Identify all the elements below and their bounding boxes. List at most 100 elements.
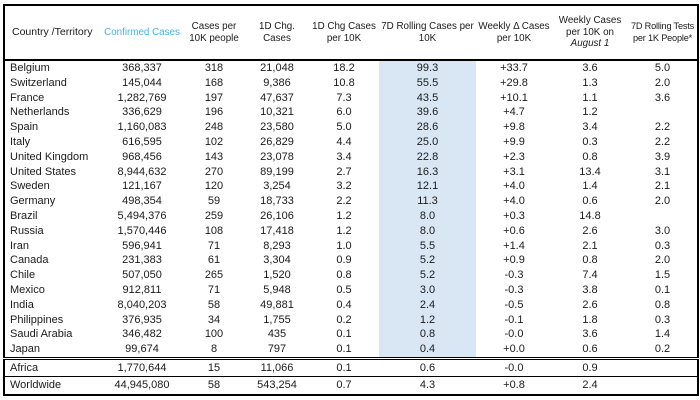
value-cell-1d-chg-cases-per-10k: 1.0 — [336, 239, 352, 252]
table-row-mexico: Mexico 912,811 71 5,948 0.5 3.0 -0.3 3.8 0.1 — [4, 282, 698, 298]
value-cell-1d-chg-cases: 26,106 — [260, 209, 294, 222]
value-cell-confirmed-cases: 968,456 — [122, 150, 162, 163]
value-cell-1d-chg-cases: 10,321 — [260, 106, 294, 119]
value-cell-weekly-cases-per-10k: +0.6 — [503, 224, 525, 237]
value-cell-7d-rolling-cases-per-10k: 0.4 — [379, 342, 476, 359]
country-cell: Russia — [10, 224, 44, 237]
value-cell-1d-chg-cases-per-10k: 3.4 — [336, 150, 352, 163]
country-cell: United Kingdom — [10, 150, 89, 163]
value-cell-1d-chg-cases: 1,755 — [263, 313, 291, 326]
table-header: Country /Territory Confirmed Cases Cases p… — [4, 5, 698, 61]
country-cell: Netherlands — [10, 106, 70, 119]
value-cell-cases-per-10k-people: 196 — [204, 106, 224, 119]
value-cell-7d-rolling-cases-per-10k: 16.3 — [379, 164, 476, 180]
column-header-1d-chg-cases-per-10k: 1D Chg Cases per 10K — [309, 5, 379, 61]
country-cell: India — [10, 298, 34, 311]
value-cell-1d-chg-cases-per-10k: 7.3 — [336, 91, 352, 104]
value-cell-7d-rolling-cases-per-10k: 22.8 — [379, 149, 476, 165]
column-header-7d-rolling-tests-per-1k-people: 7D Rolling Tests per 1K People* — [628, 5, 698, 61]
value-cell-weekly-cases-per-10k-on-august-1: 2.1 — [582, 239, 598, 252]
table-row-japan: Japan 99,674 8 797 0.1 0.4 +0.0 0.6 0.2 — [4, 342, 698, 359]
value-cell-7d-rolling-cases-per-10k: 25.0 — [379, 134, 476, 150]
value-cell-confirmed-cases: 5,494,376 — [117, 209, 167, 222]
value-cell-7d-rolling-tests-per-1k-people: 2.0 — [654, 195, 671, 208]
value-cell-confirmed-cases: 498,354 — [122, 195, 162, 208]
value-cell-7d-rolling-tests-per-1k-people: 3.0 — [654, 224, 671, 237]
value-cell-weekly-cases-per-10k: +3.1 — [503, 165, 525, 178]
table-row-philippines: Philippines 376,935 34 1,755 0.2 1.2 -0.1 1.8 0.… — [4, 312, 698, 328]
value-cell-1d-chg-cases: 543,254 — [245, 376, 309, 395]
value-cell-1d-chg-cases: 49,881 — [260, 298, 294, 311]
value-cell-cases-per-10k-people: 259 — [204, 209, 224, 222]
value-cell-weekly-cases-per-10k: +4.7 — [503, 106, 525, 119]
country-cell: Germany — [10, 195, 56, 208]
value-cell-confirmed-cases: 121,167 — [122, 180, 162, 193]
value-cell-1d-chg-cases-per-10k: 1.2 — [336, 224, 352, 237]
value-cell-cases-per-10k-people: 61 — [207, 254, 221, 267]
value-cell-weekly-cases-per-10k-on-august-1: 2.6 — [582, 224, 598, 237]
column-header-confirmed-cases: Confirmed Cases — [101, 5, 183, 61]
country-rows: Belgium 368,337 318 21,048 18.2 99.3 +33.7 3.6 5… — [4, 60, 698, 359]
value-cell-1d-chg-cases: 1,520 — [263, 269, 291, 282]
value-cell-1d-chg-cases-per-10k: 0.4 — [336, 298, 352, 311]
value-cell-weekly-cases-per-10k-on-august-1: 0.6 — [582, 343, 598, 356]
value-cell-7d-rolling-cases-per-10k: 5.2 — [379, 268, 476, 283]
value-cell-1d-chg-cases: 3,304 — [263, 254, 291, 267]
value-cell-weekly-cases-per-10k: +0.0 — [503, 343, 525, 356]
value-cell-confirmed-cases: 336,629 — [122, 106, 162, 119]
value-cell-weekly-cases-per-10k-on-august-1: 0.9 — [552, 356, 628, 377]
table-row-africa: Africa 1,770,644 15 11,066 0.1 0.6 -0.0 0.9 — [4, 356, 698, 377]
value-cell-7d-rolling-tests-per-1k-people — [628, 209, 698, 224]
value-cell-1d-chg-cases: 11,066 — [245, 356, 309, 377]
value-cell-7d-rolling-tests-per-1k-people: 0.8 — [654, 298, 671, 311]
value-cell-weekly-cases-per-10k-on-august-1: 0.8 — [582, 150, 598, 163]
value-cell-1d-chg-cases-per-10k: 6.0 — [336, 106, 352, 119]
value-cell-7d-rolling-tests-per-1k-people: 1.5 — [654, 269, 671, 282]
value-cell-7d-rolling-cases-per-10k: 11.3 — [379, 194, 476, 209]
country-cell: United States — [10, 165, 77, 178]
value-cell-1d-chg-cases: 89,199 — [260, 165, 294, 178]
value-cell-confirmed-cases: 912,811 — [122, 283, 162, 296]
value-cell-weekly-cases-per-10k: +29.8 — [500, 76, 528, 89]
column-header-country-territory: Country /Territory — [4, 5, 101, 61]
value-cell-weekly-cases-per-10k: -0.3 — [504, 283, 524, 296]
table-row-iran: Iran 596,941 71 8,293 1.0 5.5 +1.4 2.1 0.3 — [4, 238, 698, 254]
country-cell: Brazil — [10, 209, 38, 222]
value-cell-7d-rolling-cases-per-10k: 8.0 — [379, 208, 476, 224]
value-cell-weekly-cases-per-10k-on-august-1: 3.6 — [582, 328, 598, 341]
covid-cases-table: Country /Territory Confirmed Cases Cases p… — [3, 4, 699, 396]
table-row-saudi-arabia: Saudi Arabia 346,482 100 435 0.1 0.8 -0.0 3.6 1.… — [4, 327, 698, 343]
value-cell-weekly-cases-per-10k-on-august-1: 3.6 — [582, 62, 598, 74]
value-cell-weekly-cases-per-10k-on-august-1: 0.3 — [582, 135, 598, 148]
country-cell: Sweden — [10, 180, 50, 193]
country-cell: Worldwide — [4, 376, 101, 395]
value-cell-weekly-cases-per-10k: +4.0 — [503, 195, 525, 208]
header-row: Country /Territory Confirmed Cases Cases p… — [4, 5, 698, 61]
value-cell-weekly-cases-per-10k: +1.4 — [503, 239, 525, 252]
column-header-weekly-cases-per-10k: Weekly Δ Cases per 10K — [476, 5, 552, 61]
value-cell-1d-chg-cases-per-10k: 1.2 — [336, 209, 352, 222]
value-cell-1d-chg-cases: 21,048 — [260, 62, 294, 74]
table-row-brazil: Brazil 5,494,376 259 26,106 1.2 8.0 +0.3 14.8 — [4, 208, 698, 224]
value-cell-weekly-cases-per-10k-on-august-1: 1.2 — [582, 106, 598, 119]
value-cell-1d-chg-cases: 17,418 — [260, 224, 294, 237]
value-cell-weekly-cases-per-10k-on-august-1: 3.8 — [582, 283, 598, 296]
country-cell: Mexico — [10, 283, 45, 296]
value-cell-weekly-cases-per-10k-on-august-1: 13.4 — [579, 165, 601, 178]
table-row-belgium: Belgium 368,337 318 21,048 18.2 99.3 +33.7 3.6 5… — [4, 60, 698, 76]
value-cell-weekly-cases-per-10k-on-august-1: 14.8 — [579, 209, 601, 222]
value-cell-weekly-cases-per-10k: +9.8 — [503, 121, 525, 134]
value-cell-1d-chg-cases-per-10k: 0.8 — [336, 269, 352, 282]
table-row-spain: Spain 1,160,083 248 23,580 5.0 28.6 +9.8 3.4 2.2 — [4, 120, 698, 135]
value-cell-cases-per-10k-people: 102 — [204, 135, 224, 148]
value-cell-7d-rolling-tests-per-1k-people — [628, 356, 698, 377]
value-cell-1d-chg-cases-per-10k: 0.9 — [336, 254, 352, 267]
value-cell-7d-rolling-cases-per-10k: 5.5 — [379, 238, 476, 254]
country-cell: Africa — [4, 356, 101, 377]
value-cell-1d-chg-cases: 435 — [267, 328, 287, 341]
table-row-canada: Canada 231,383 61 3,304 0.9 5.2 +0.9 0.8 2.0 — [4, 253, 698, 269]
value-cell-confirmed-cases: 8,944,632 — [117, 165, 167, 178]
value-cell-1d-chg-cases: 26,829 — [260, 135, 294, 148]
column-header-cases-per-10k-people: Cases per 10K people — [183, 5, 245, 61]
